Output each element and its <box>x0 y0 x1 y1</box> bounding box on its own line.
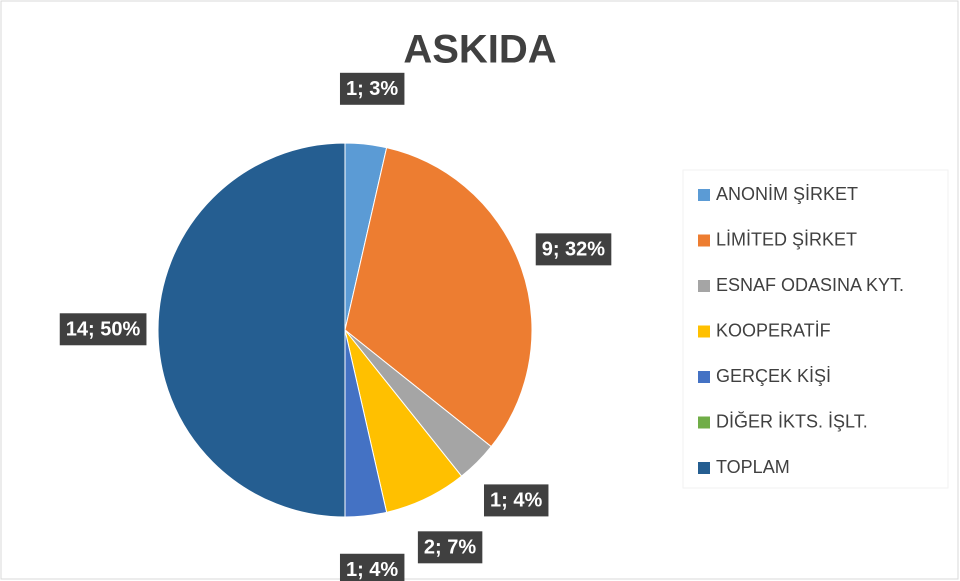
data-label-box <box>483 484 549 517</box>
legend-label: ANONİM ŞİRKET <box>716 184 858 204</box>
legend-swatch <box>698 325 710 338</box>
data-label-text: 1; 4% <box>490 489 542 511</box>
data-label-box <box>339 553 405 581</box>
legend-box <box>682 169 949 489</box>
data-label: 14; 50% <box>59 313 147 346</box>
data-label: 9; 32% <box>535 233 612 266</box>
legend-swatch <box>698 234 710 247</box>
chart-title: ASKIDA <box>403 28 556 72</box>
data-label-text: 9; 32% <box>542 238 606 260</box>
legend-swatch <box>698 462 710 474</box>
legend-label: TOPLAM <box>716 457 790 477</box>
data-label-text: 1; 4% <box>346 559 398 581</box>
pie-slice <box>157 142 346 518</box>
legend-swatch <box>698 189 710 201</box>
data-label-box <box>417 531 483 564</box>
legend-swatch <box>698 280 710 292</box>
legend-label: DİĞER İKTS. İŞLT. <box>716 410 868 431</box>
legend-swatch <box>698 371 710 383</box>
data-label: 1; 4% <box>483 484 549 517</box>
pie-slice <box>344 147 533 448</box>
legend-swatch <box>698 416 710 429</box>
data-label: 2; 7% <box>417 531 483 564</box>
legend-label: ESNAF ODASINA KYT. <box>716 275 904 295</box>
data-label: 1; 3% <box>339 72 405 105</box>
data-label-box <box>535 233 612 266</box>
legend-label: LİMİTED ŞİRKET <box>716 229 857 249</box>
legend-label: KOOPERATİF <box>716 320 831 340</box>
data-label-text: 2; 7% <box>424 536 476 558</box>
data-label-text: 1; 3% <box>346 78 398 100</box>
data-label: 1; 4% <box>339 553 405 581</box>
data-label-box <box>339 72 405 105</box>
legend-label: GERÇEK KİŞİ <box>716 366 831 386</box>
data-label-text: 14; 50% <box>66 318 141 340</box>
data-label-box <box>59 313 147 346</box>
